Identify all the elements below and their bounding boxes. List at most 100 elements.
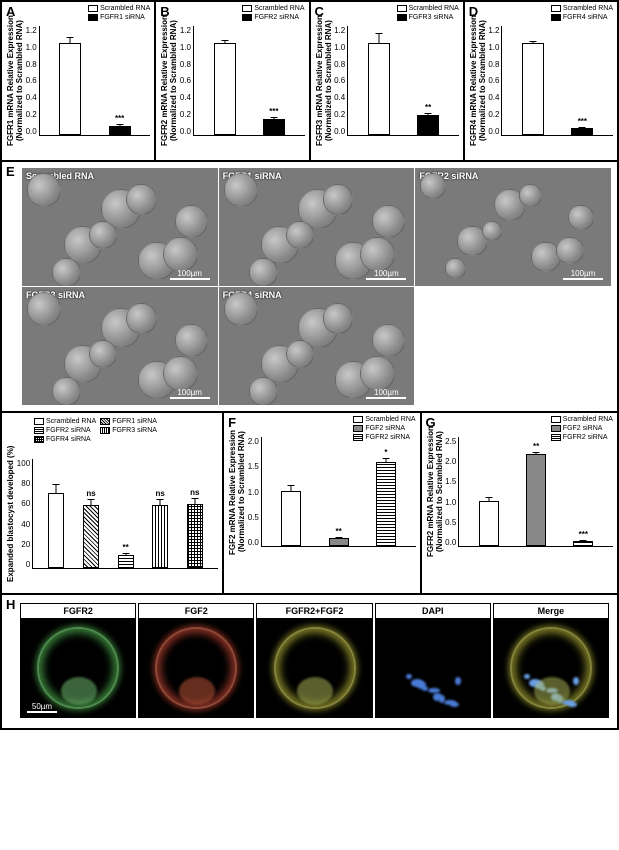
fluorescence-label: FGF2 bbox=[139, 604, 253, 619]
legend-swatch bbox=[100, 427, 110, 434]
legend-label: Scrambled RNA bbox=[46, 417, 96, 426]
y-axis-label: FGFR3 mRNA Relative Expression (Normaliz… bbox=[315, 6, 335, 156]
panel-d: DScrambled RNAFGFR4 siRNAFGFR4 mRNA Rela… bbox=[464, 1, 618, 161]
y-axis-label: FGFR2 mRNA Relative Expression (Normaliz… bbox=[160, 6, 180, 156]
micrograph: FGFR2 siRNA100µm bbox=[415, 168, 611, 286]
significance-label: ** bbox=[122, 543, 128, 552]
legend-label: FGFR3 siRNA bbox=[112, 426, 157, 435]
panel-e-label: E bbox=[6, 164, 15, 179]
y-axis-label: FGFR2 mRNA Relative Expression (Normaliz… bbox=[426, 417, 446, 567]
plot-area: *** bbox=[193, 26, 305, 136]
bar: ns bbox=[152, 505, 168, 568]
fluorescence-image: 50µm bbox=[21, 619, 135, 717]
significance-label: *** bbox=[269, 107, 278, 116]
bar: *** bbox=[571, 128, 593, 135]
bar: *** bbox=[109, 126, 131, 135]
bar: ** bbox=[329, 538, 349, 546]
bar: * bbox=[376, 462, 396, 546]
panel-label: D bbox=[469, 4, 478, 19]
significance-label: *** bbox=[579, 530, 588, 539]
bar: ** bbox=[417, 115, 439, 135]
scale-bar: 100µm bbox=[366, 388, 406, 399]
panel-e-bar: Scrambled RNA FGFR1 siRNA FGFR2 siRNA FGFR3… bbox=[1, 412, 223, 594]
micrograph: FGFR1 siRNA100µm bbox=[219, 168, 415, 286]
fluorescence-image bbox=[257, 619, 371, 717]
y-ticks: 2.01.51.00.50.0 bbox=[248, 437, 261, 547]
micrograph-grid: Scrambled RNA100µmFGFR1 siRNA100µmFGFR2 … bbox=[6, 166, 613, 407]
scale-bar: 50µm bbox=[27, 702, 57, 713]
significance-label: *** bbox=[578, 117, 587, 126]
micrograph: FGFR4 siRNA100µm bbox=[219, 287, 415, 405]
significance-label: ns bbox=[190, 488, 199, 497]
panel-label: C bbox=[315, 4, 324, 19]
plot-area: *** bbox=[261, 437, 416, 547]
fluorescence-panel: FGFR2 50µm bbox=[20, 603, 136, 718]
micrograph: Scrambled RNA100µm bbox=[22, 168, 218, 286]
bar bbox=[214, 43, 236, 135]
row-efg: Scrambled RNA FGFR1 siRNA FGFR2 siRNA FGFR3… bbox=[1, 412, 618, 594]
panel-a: AScrambled RNAFGFR1 siRNAFGFR1 mRNA Rela… bbox=[1, 1, 155, 161]
figure: A Scrambled RNA FGFR1 siRNA FGFR1 mRNA Rela… bbox=[0, 0, 619, 730]
legend-swatch bbox=[34, 418, 44, 425]
panel-label: G bbox=[426, 415, 436, 430]
fluorescence-label: FGFR2 bbox=[21, 604, 135, 619]
panel-f: FScrambled RNAFGF2 siRNAFGFR2 siRNAFGF2 … bbox=[223, 412, 420, 594]
bar bbox=[368, 43, 390, 135]
fluorescence-panel: Merge bbox=[493, 603, 609, 718]
bar: ns bbox=[187, 504, 203, 568]
panel-c: CScrambled RNAFGFR3 siRNAFGFR3 mRNA Rela… bbox=[310, 1, 464, 161]
plot-area: ***** bbox=[458, 437, 613, 547]
panel-label: A bbox=[6, 4, 15, 19]
significance-label: ** bbox=[336, 527, 342, 536]
y-axis-label: Expanded blastocyst developed (%) bbox=[6, 439, 17, 589]
y-ticks: 1.21.00.80.60.40.20.0 bbox=[180, 26, 193, 136]
bar bbox=[281, 491, 301, 546]
significance-label: ns bbox=[156, 489, 165, 498]
scale-bar: 100µm bbox=[170, 269, 210, 280]
significance-label: *** bbox=[115, 114, 124, 123]
scale-bar: 100µm bbox=[563, 269, 603, 280]
panel-h-label: H bbox=[6, 597, 15, 612]
fluorescence-label: FGFR2+FGF2 bbox=[257, 604, 371, 619]
bar bbox=[522, 43, 544, 135]
micrograph: FGFR3 siRNA100µm bbox=[22, 287, 218, 405]
panel-label: F bbox=[228, 415, 236, 430]
y-axis-label: FGFR1 mRNA Relative Expression (Normaliz… bbox=[6, 6, 26, 156]
scale-bar: 100µm bbox=[170, 388, 210, 399]
bar: *** bbox=[263, 119, 285, 136]
panel-g: GScrambled RNAFGF2 siRNAFGFR2 siRNAFGFR2… bbox=[421, 412, 618, 594]
y-ticks: 2.52.01.51.00.50.0 bbox=[445, 437, 458, 547]
y-ticks: 100806040200 bbox=[17, 459, 32, 569]
significance-label: ** bbox=[425, 103, 431, 112]
bar: ** bbox=[526, 454, 546, 546]
fluorescence-panel: FGFR2+FGF2 bbox=[256, 603, 372, 718]
panel-label: B bbox=[160, 4, 169, 19]
panel-e: E Scrambled RNA100µmFGFR1 siRNA100µmFGFR… bbox=[1, 161, 618, 412]
significance-label: ** bbox=[533, 442, 539, 451]
bar bbox=[48, 493, 64, 568]
fluorescence-panel: FGF2 bbox=[138, 603, 254, 718]
scale-bar: 100µm bbox=[366, 269, 406, 280]
significance-label: ns bbox=[86, 489, 95, 498]
fluorescence-image bbox=[494, 619, 608, 717]
bar: ns bbox=[83, 505, 99, 568]
fluorescence-panel: DAPI bbox=[375, 603, 491, 718]
fluorescence-label: Merge bbox=[494, 604, 608, 619]
y-ticks: 1.21.00.80.60.40.20.0 bbox=[334, 26, 347, 136]
y-axis-label: FGF2 mRNA Relative Expression (Normalize… bbox=[228, 417, 248, 567]
panel-h: H FGFR2 50µm FGF2 FGFR2+FGF2 DAPI Merge bbox=[1, 594, 618, 729]
legend-label: FGFR1 siRNA bbox=[112, 417, 157, 426]
significance-label: * bbox=[384, 448, 387, 457]
fluorescence-image bbox=[139, 619, 253, 717]
fluorescence-image bbox=[376, 619, 490, 717]
legend-label: FGFR2 siRNA bbox=[46, 426, 91, 435]
y-ticks: 1.21.00.80.60.40.20.0 bbox=[26, 26, 39, 136]
bar: *** bbox=[573, 541, 593, 546]
bar bbox=[479, 501, 499, 546]
fluorescence-label: DAPI bbox=[376, 604, 490, 619]
plot-area: *** bbox=[39, 26, 151, 136]
plot-area: ns**nsns bbox=[32, 459, 218, 569]
y-ticks: 1.21.00.80.60.40.20.0 bbox=[488, 26, 501, 136]
fluorescence-row: FGFR2 50µm FGF2 FGFR2+FGF2 DAPI Merge bbox=[16, 599, 613, 724]
plot-area: *** bbox=[501, 26, 613, 136]
